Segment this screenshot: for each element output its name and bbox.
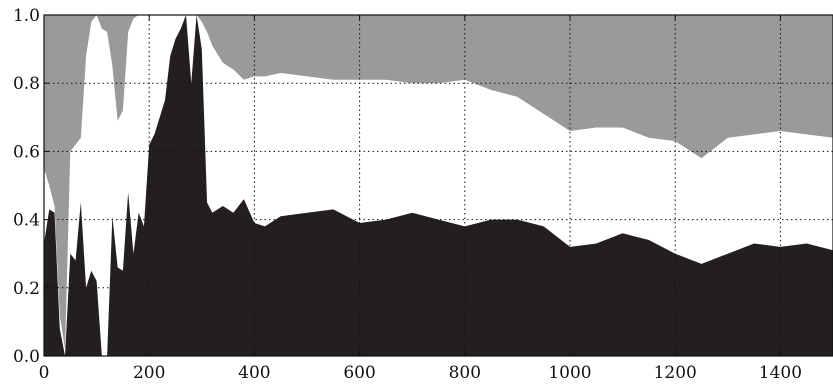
y-tick-label: 0.6: [13, 142, 40, 162]
x-tick-label: 200: [133, 363, 165, 383]
y-tick-label: 0.8: [13, 74, 40, 94]
y-tick-label: 0.2: [13, 279, 40, 299]
grid-layer: [44, 15, 833, 356]
x-tick-label: 400: [238, 363, 270, 383]
x-tick-label: 0: [39, 363, 50, 383]
area-series-1: [44, 15, 833, 356]
x-tick-label: 800: [449, 363, 481, 383]
tick-label-layer: 0 200 400 600 800 1000 1200 1400 0.0 0.2 0.4 0.6 0.8…: [13, 6, 802, 383]
x-tick-label: 1000: [548, 363, 591, 383]
y-tick-label: 0.4: [13, 211, 40, 231]
plot-frame: [43, 14, 833, 357]
x-tick-label: 1200: [654, 363, 697, 383]
x-tick-label: 600: [343, 363, 375, 383]
y-tick-label: 0.0: [13, 347, 40, 367]
area-layer: [44, 15, 833, 356]
tick-layer: [43, 14, 781, 357]
y-tick-label: 1.0: [13, 6, 40, 26]
x-tick-label: 1400: [759, 363, 802, 383]
